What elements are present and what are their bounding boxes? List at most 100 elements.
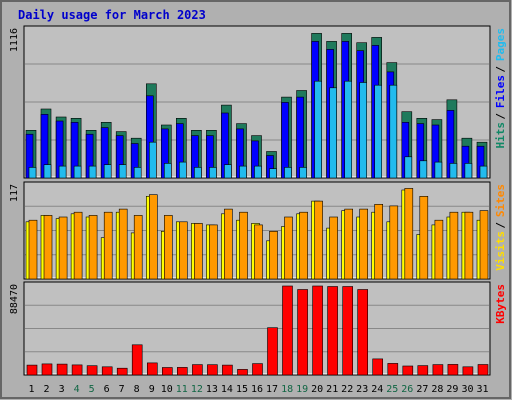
bar-kbytes	[222, 364, 233, 376]
x-tick-label: 21	[326, 384, 338, 395]
bar-pages	[359, 82, 368, 179]
bar-files	[296, 96, 304, 179]
bar-pages	[28, 167, 37, 179]
x-tick-label: 8	[134, 384, 140, 395]
bar-pages	[194, 167, 202, 179]
bar-pages	[389, 84, 398, 179]
bar-pages	[404, 156, 413, 179]
y-max-label: 117	[9, 184, 20, 202]
bar-kbytes	[462, 366, 474, 376]
x-tick-label: 31	[476, 384, 488, 395]
bar-sites	[314, 200, 323, 280]
legend-kbytes: KBytes	[494, 284, 507, 324]
bar-sites	[28, 219, 38, 280]
x-tick-label: 27	[416, 384, 428, 395]
bar-pages	[299, 167, 307, 179]
bar-kbytes	[267, 327, 278, 376]
bar-kbytes	[312, 285, 323, 376]
bar-pages	[149, 141, 157, 179]
bar-sites	[194, 223, 203, 280]
bar-pages	[164, 163, 172, 179]
bar-pages	[419, 160, 428, 179]
bar-sites	[269, 231, 278, 280]
bar-sites	[73, 211, 83, 280]
bar-sites	[434, 219, 444, 280]
x-tick-label: 23	[356, 384, 368, 395]
bar-sites	[209, 224, 218, 280]
bar-kbytes	[177, 367, 188, 376]
x-tick-label: 3	[59, 384, 65, 395]
bar-pages	[103, 164, 112, 179]
legend-sites: Sites	[494, 184, 507, 217]
bar-sites	[43, 215, 53, 280]
bar-kbytes	[237, 369, 248, 376]
bar-sites	[103, 211, 113, 280]
bar-kbytes	[192, 364, 203, 376]
x-tick-label: 6	[104, 384, 110, 395]
x-tick-label: 26	[401, 384, 413, 395]
bar-sites	[329, 216, 338, 280]
bar-kbytes	[101, 366, 113, 376]
x-tick-label: 15	[236, 384, 248, 395]
x-tick-label: 28	[431, 384, 443, 395]
bar-kbytes	[162, 367, 173, 376]
legend-hits: Hits	[494, 122, 507, 149]
x-tick-label: 12	[191, 384, 203, 395]
x-tick-label: 18	[281, 384, 293, 395]
bar-pages	[43, 164, 52, 179]
bar-pages	[314, 80, 322, 179]
x-tick-label: 7	[119, 384, 125, 395]
bar-kbytes	[56, 363, 68, 376]
bar-sites	[419, 196, 429, 280]
bar-kbytes	[297, 289, 308, 376]
x-tick-label: 24	[371, 384, 383, 395]
bar-pages	[374, 84, 383, 179]
bar-pages	[209, 167, 217, 179]
bar-kbytes	[342, 286, 354, 376]
x-tick-label: 14	[221, 384, 233, 395]
bar-kbytes	[26, 364, 38, 376]
legend-pages: Pages	[494, 28, 507, 61]
bar-sites	[118, 208, 128, 280]
bar-kbytes	[402, 365, 414, 376]
x-tick-label: 11	[176, 384, 188, 395]
bar-kbytes	[447, 364, 459, 376]
x-tick-label: 25	[386, 384, 398, 395]
bar-kbytes	[417, 365, 429, 376]
bar-pages	[73, 165, 82, 179]
bar-pages	[88, 165, 97, 179]
bar-kbytes	[372, 358, 384, 376]
bar-sites	[239, 211, 248, 280]
bar-pages	[284, 167, 292, 179]
bar-kbytes	[116, 367, 128, 376]
bar-kbytes	[71, 364, 83, 376]
chart-title: Daily usage for March 2023	[18, 8, 206, 22]
bar-kbytes	[327, 286, 338, 376]
bar-sites	[133, 215, 143, 280]
x-tick-label: 4	[74, 384, 80, 395]
bar-kbytes	[387, 363, 399, 376]
x-tick-label: 10	[161, 384, 173, 395]
bar-kbytes	[41, 363, 53, 376]
legend-files: Files	[494, 75, 507, 108]
bar-sites	[359, 208, 369, 280]
x-tick-label: 20	[311, 384, 323, 395]
bar-pages	[479, 165, 488, 179]
bar-sites	[374, 204, 384, 280]
bar-pages	[254, 165, 262, 179]
bar-pages	[239, 165, 247, 179]
bar-sites	[149, 194, 158, 280]
y-max-label: 88470	[9, 284, 20, 314]
x-tick-label: 30	[461, 384, 473, 395]
bar-sites	[224, 208, 233, 280]
bar-sites	[284, 216, 293, 280]
x-tick-label: 2	[43, 384, 49, 395]
bar-kbytes	[477, 364, 489, 376]
bar-pages	[118, 164, 127, 179]
x-tick-label: 1	[28, 384, 34, 395]
bar-pages	[133, 167, 142, 179]
bar-sites	[389, 205, 399, 280]
bar-pages	[434, 161, 443, 179]
bar-kbytes	[357, 289, 369, 376]
